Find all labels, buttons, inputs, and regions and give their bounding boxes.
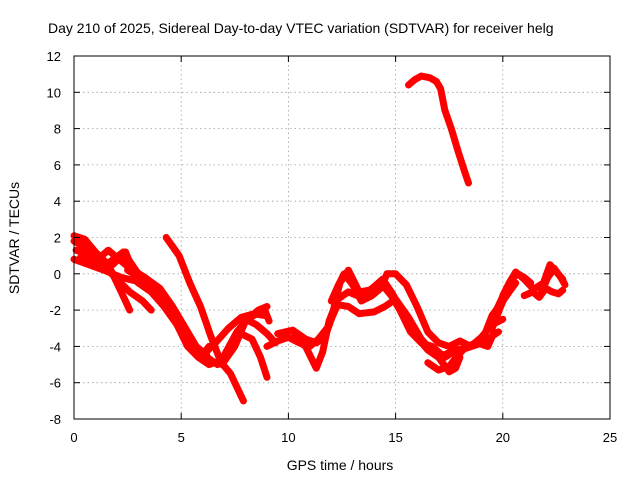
series-track-19 [430, 328, 502, 359]
series-track-27 [405, 72, 472, 187]
chart-title: Day 210 of 2025, Sidereal Day-to-day VTE… [48, 20, 554, 36]
y-tick-label: -2 [49, 303, 61, 318]
x-tick-labels: 0 5 10 15 20 25 [70, 430, 617, 445]
x-tick-label: 10 [281, 430, 295, 445]
x-tick-label: 15 [388, 430, 402, 445]
x-axis-title: GPS time / hours [287, 457, 394, 473]
x-tick-label: 5 [178, 430, 185, 445]
y-tick-label: 8 [54, 122, 61, 137]
y-axis-title: SDTVAR / TECUs [6, 182, 22, 294]
y-tick-label: 10 [47, 85, 61, 100]
series-track-23 [499, 268, 537, 300]
y-tick-label: 4 [54, 194, 61, 209]
y-tick-label: 6 [54, 158, 61, 173]
series-track-8 [134, 279, 247, 405]
y-tick-label: 12 [47, 49, 61, 64]
x-tick-label: 0 [70, 430, 77, 445]
y-tick-label: 0 [54, 267, 61, 282]
x-tick-label: 20 [496, 430, 510, 445]
y-tick-label: -8 [49, 412, 61, 427]
series-group [70, 72, 569, 405]
ticks [73, 55, 611, 420]
series-track-13 [242, 315, 279, 347]
series-track-12 [227, 330, 271, 381]
y-tick-labels: -8 -6 -4 -2 0 2 4 6 8 10 12 [47, 49, 61, 427]
y-tick-label: 2 [54, 231, 61, 246]
y-tick-label: -6 [49, 376, 61, 391]
y-tick-label: -4 [49, 339, 61, 354]
series-track-26 [537, 264, 569, 296]
x-tick-label: 25 [603, 430, 617, 445]
